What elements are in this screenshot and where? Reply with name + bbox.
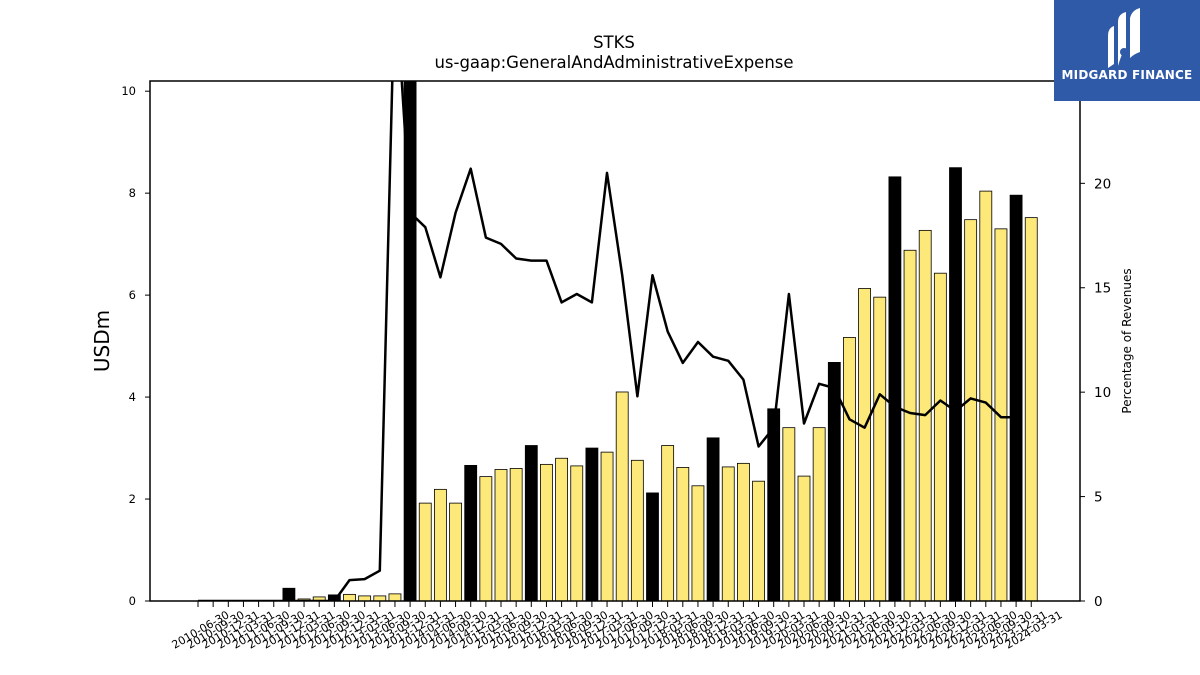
bar — [797, 475, 811, 602]
bar — [540, 463, 553, 602]
bar — [752, 480, 765, 602]
chart-title: STKS — [593, 33, 635, 52]
bar — [343, 593, 356, 602]
bar — [949, 167, 962, 602]
midgard-finance-logo: MIDGARD FINANCE — [1054, 0, 1200, 101]
bar — [888, 176, 902, 602]
bar — [282, 587, 296, 602]
y2-axis-label: Percentage of Revenues — [1120, 268, 1134, 413]
y2-tick-label: 20 — [1094, 176, 1111, 192]
bar — [812, 427, 826, 602]
bar — [979, 190, 993, 602]
bar — [600, 451, 614, 602]
bar — [858, 288, 871, 602]
bar — [630, 459, 644, 602]
bar — [964, 219, 978, 602]
y2-tick-label: 5 — [1094, 490, 1103, 506]
bar — [737, 462, 750, 602]
y-axis-label: USDm — [90, 310, 114, 372]
y-axis: 0 2 4 6 8 10 — [121, 84, 150, 608]
bar — [524, 445, 538, 602]
x-axis: 2010-06-302010-09-302010-12-312011-03-31… — [170, 601, 1065, 652]
bar — [418, 502, 432, 602]
revenue-percentage-line — [198, 81, 1017, 601]
bar — [570, 465, 584, 602]
bar — [449, 502, 462, 602]
bar — [388, 593, 402, 602]
chart-subtitle: us-gaap:GeneralAndAdministrativeExpense — [434, 53, 793, 72]
y2-tick-label: 10 — [1094, 385, 1111, 401]
y2-axis: 0 5 10 15 20 — [1080, 176, 1111, 610]
logo-mark-icon — [1108, 8, 1140, 68]
bar — [706, 437, 720, 602]
line-series — [198, 81, 1017, 601]
y2-tick-label: 15 — [1094, 281, 1111, 297]
bar — [433, 488, 447, 602]
bar — [358, 595, 372, 602]
y-tick-label: 6 — [129, 288, 136, 302]
bar — [479, 476, 493, 602]
bar — [873, 296, 887, 602]
y-tick-label: 0 — [129, 594, 136, 608]
bar — [691, 485, 705, 602]
logo-brand-text: MIDGARD FINANCE — [1061, 68, 1193, 82]
bar-series — [282, 80, 1038, 602]
y-tick-label: 2 — [129, 492, 136, 506]
bar — [373, 595, 387, 602]
plot-frame — [149, 80, 1081, 602]
bar — [661, 445, 675, 602]
y-tick-label: 10 — [121, 84, 136, 98]
bar — [676, 467, 690, 602]
bar — [903, 249, 917, 602]
bar — [585, 447, 599, 602]
bar — [1009, 194, 1023, 602]
y-tick-label: 4 — [129, 390, 136, 404]
bar — [615, 391, 629, 602]
bar — [509, 468, 523, 602]
bar — [646, 492, 659, 602]
bar — [464, 464, 478, 602]
bar — [767, 408, 781, 602]
y-tick-label: 8 — [129, 186, 136, 200]
bar — [843, 337, 856, 602]
bar — [782, 427, 796, 602]
bar — [721, 466, 735, 602]
bar — [933, 272, 947, 602]
y2-tick-label: 0 — [1094, 594, 1103, 610]
bar — [1024, 217, 1038, 602]
bar — [555, 457, 568, 602]
bar — [994, 228, 1008, 602]
bar — [494, 469, 508, 602]
